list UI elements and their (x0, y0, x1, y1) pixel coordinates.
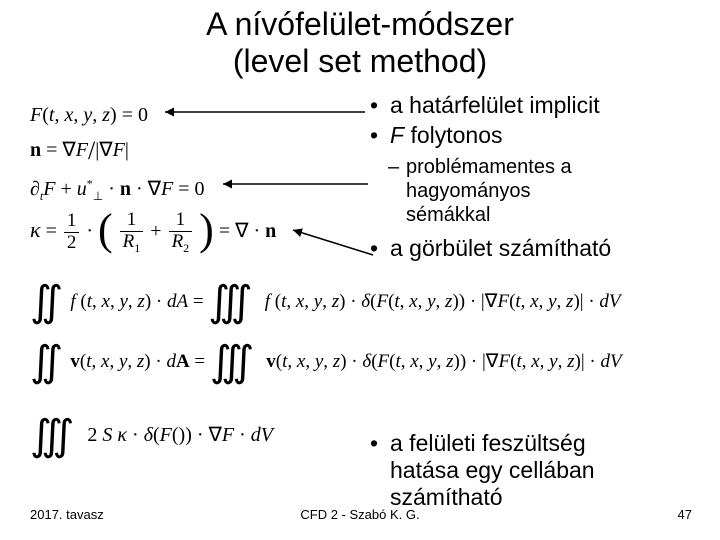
frac-half-num: 1 (64, 211, 80, 233)
bullet-4: a görbület számítható (370, 235, 710, 263)
title-line-2: (level set method) (233, 43, 487, 79)
bullet-2-text: folytonos (404, 122, 502, 148)
equation-surface-integral-v: ∬ v(t, x, y, z) · dA = ∭ v(t, x, y, z) ·… (30, 350, 622, 373)
equation-F-zero: F(t, x, y, z) = 0 (30, 104, 148, 127)
frac-r1-num: 1 (120, 210, 144, 232)
slide-title: A nívófelület-módszer (level set method) (0, 6, 720, 80)
equation-normal: n = ∇F/|∇F| (30, 136, 129, 166)
title-line-1: A nívófelület-módszer (206, 6, 514, 42)
bullet-5: a felületi feszültség hatása egy cellába… (370, 430, 710, 511)
equation-surface-integral-f: ∬ f (t, x, y, z) · dA = ∭ f (t, x, y, z)… (30, 290, 621, 313)
bullet-5a: a felületi feszültség (390, 430, 586, 456)
bullet-2-F: F (390, 122, 404, 148)
footer-center: CFD 2 - Szabó K. G. (0, 507, 720, 522)
arrow-1 (160, 102, 370, 122)
bullet-3c: sémákkal (406, 204, 490, 226)
bullet-1: a határfelület implicit (370, 92, 710, 120)
arrow-2 (218, 174, 373, 194)
footer-page: 47 (678, 507, 692, 522)
bullet-list: a határfelület implicit F folytonos prob… (370, 92, 710, 265)
bullet-5b: hatása egy cellában (390, 457, 595, 483)
bullet-3a: problémamentes a (406, 156, 572, 178)
frac-r2-num: 1 (169, 210, 193, 232)
bullet-5-block: a felületi feszültség hatása egy cellába… (370, 430, 710, 513)
bullet-3: problémamentes a hagyományos sémákkal (388, 155, 710, 227)
frac-half-den: 2 (64, 233, 80, 254)
equation-surface-tension: ∭ 2 S κ · δ(F()) · ∇F · dV (30, 422, 273, 447)
equation-advection: ∂tF + u*⊥ · n · ∇F = 0 (30, 176, 205, 204)
bullet-3b: hagyományos (406, 180, 531, 202)
arrow-3 (288, 225, 378, 265)
equation-curvature: κ = 12 · ( 1R1 + 1R2 ) = ∇ · n (30, 210, 276, 255)
bullet-2: F folytonos (370, 122, 710, 150)
